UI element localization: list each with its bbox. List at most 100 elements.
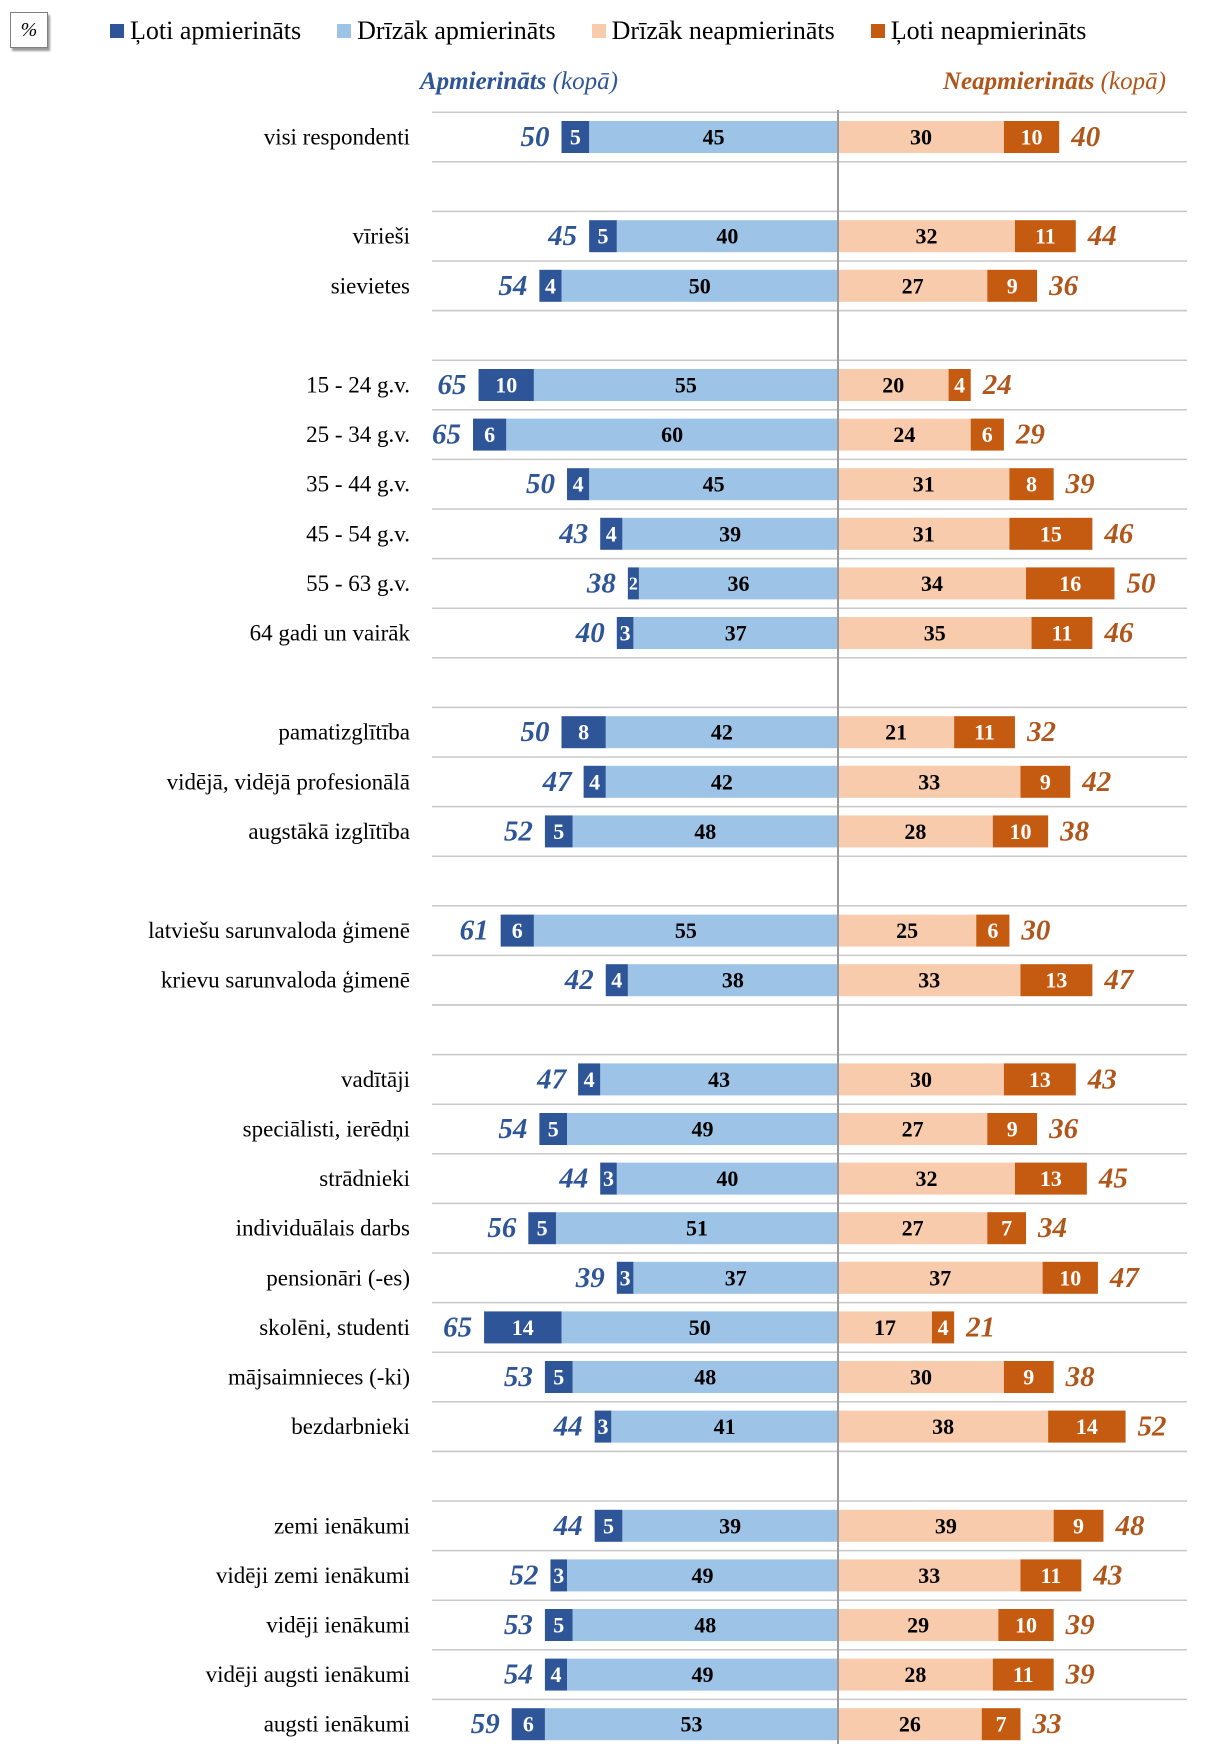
total-dissatisfied: 39 <box>1065 1659 1095 1691</box>
bar-very-dissatisfied <box>970 418 1004 451</box>
bar-rather-satisfied <box>616 220 838 253</box>
category-label: bezdarbnieki <box>291 1414 410 1439</box>
total-dissatisfied: 38 <box>1059 815 1090 847</box>
bar-rather-dissatisfied <box>838 765 1021 798</box>
value-rather-dissatisfied: 33 <box>918 1563 940 1588</box>
bar-very-dissatisfied <box>981 1708 1021 1741</box>
bar-rather-satisfied <box>605 716 838 749</box>
total-satisfied: 44 <box>558 1163 588 1195</box>
bar-very-dissatisfied <box>1031 617 1093 649</box>
value-very-satisfied: 14 <box>512 1315 534 1340</box>
bar-very-satisfied <box>544 1609 573 1641</box>
bar-rather-dissatisfied <box>838 617 1032 649</box>
bar-rather-dissatisfied <box>838 1063 1004 1096</box>
value-rather-dissatisfied: 33 <box>918 968 940 993</box>
bar-rather-dissatisfied <box>838 1311 933 1344</box>
value-rather-dissatisfied: 25 <box>896 918 918 943</box>
category-label: pensionāri (-es) <box>266 1265 410 1290</box>
value-rather-dissatisfied: 28 <box>904 819 926 844</box>
bar-rather-satisfied <box>567 1559 838 1592</box>
value-very-satisfied: 5 <box>553 819 564 844</box>
bar-rather-dissatisfied <box>838 220 1015 253</box>
value-rather-satisfied: 45 <box>703 472 725 497</box>
bar-very-dissatisfied <box>948 369 971 401</box>
value-very-dissatisfied: 7 <box>1001 1216 1012 1241</box>
bar-very-satisfied <box>616 1261 634 1294</box>
value-rather-dissatisfied: 26 <box>899 1712 921 1737</box>
legend-label: Ļoti neapmierināts <box>890 16 1087 45</box>
category-label: 55 - 63 g.v. <box>306 571 410 596</box>
value-very-satisfied: 5 <box>553 1365 564 1390</box>
bar-very-satisfied <box>594 1509 623 1542</box>
dissatisfied-header-main: Neapmierināts <box>943 68 1095 95</box>
total-satisfied: 43 <box>558 518 588 550</box>
bar-very-dissatisfied <box>1026 567 1115 600</box>
total-dissatisfied: 39 <box>1065 1609 1095 1641</box>
value-very-satisfied: 10 <box>495 373 517 398</box>
legend-label: Ļoti apmierināts <box>130 16 302 45</box>
value-rather-dissatisfied: 29 <box>907 1613 929 1638</box>
bar-rather-satisfied <box>567 1658 838 1691</box>
value-rather-dissatisfied: 34 <box>921 571 943 596</box>
bar-rather-dissatisfied <box>838 1212 988 1245</box>
category-label: zemi ienākumi <box>274 1513 410 1538</box>
value-very-satisfied: 4 <box>611 968 622 993</box>
value-very-dissatisfied: 10 <box>1021 125 1043 150</box>
bar-very-satisfied <box>616 617 634 649</box>
bar-rather-satisfied <box>533 914 838 947</box>
total-dissatisfied: 43 <box>1087 1063 1117 1095</box>
value-very-dissatisfied: 9 <box>1007 273 1018 298</box>
total-satisfied: 52 <box>509 1559 538 1591</box>
legend-swatch-rather-dissatisfied <box>591 24 606 38</box>
value-rather-satisfied: 49 <box>692 1117 714 1142</box>
value-rather-satisfied: 42 <box>711 769 733 794</box>
value-very-dissatisfied: 7 <box>996 1712 1007 1737</box>
value-very-dissatisfied: 4 <box>954 373 965 398</box>
bar-rather-dissatisfied <box>838 964 1021 997</box>
bar-very-dissatisfied <box>954 716 1015 749</box>
total-satisfied: 53 <box>504 1361 533 1393</box>
bar-very-dissatisfied <box>987 1212 1027 1245</box>
value-rather-satisfied: 55 <box>675 918 697 943</box>
bar-very-dissatisfied <box>1009 468 1054 501</box>
bar-rather-satisfied <box>506 418 838 451</box>
total-satisfied: 61 <box>460 915 489 947</box>
value-very-dissatisfied: 4 <box>938 1315 949 1340</box>
total-satisfied: 54 <box>498 1113 527 1145</box>
total-satisfied: 44 <box>553 1411 583 1443</box>
bar-rather-dissatisfied <box>838 1113 988 1145</box>
value-very-satisfied: 5 <box>548 1117 559 1142</box>
category-label: pamatizglītība <box>278 720 410 745</box>
bar-very-dissatisfied <box>976 914 1010 947</box>
value-rather-satisfied: 41 <box>714 1414 736 1439</box>
value-rather-dissatisfied: 31 <box>913 472 935 497</box>
value-very-dissatisfied: 10 <box>1015 1613 1037 1638</box>
value-rather-satisfied: 50 <box>689 273 711 298</box>
satisfied-header-main: Apmierināts <box>420 68 547 95</box>
value-very-satisfied: 5 <box>553 1613 564 1638</box>
bar-very-dissatisfied <box>1042 1261 1098 1294</box>
satisfied-total-header: Apmierināts (kopā) <box>420 68 618 96</box>
value-rather-satisfied: 48 <box>694 1365 716 1390</box>
value-very-dissatisfied: 11 <box>1052 621 1073 646</box>
value-very-satisfied: 6 <box>484 422 495 447</box>
category-label: strādnieki <box>319 1166 410 1191</box>
bar-rather-dissatisfied <box>838 815 993 848</box>
total-satisfied: 44 <box>553 1510 583 1542</box>
total-dissatisfied: 40 <box>1070 121 1100 153</box>
bar-very-satisfied <box>550 1559 568 1592</box>
value-very-satisfied: 3 <box>620 621 631 646</box>
value-rather-satisfied: 43 <box>708 1067 730 1092</box>
value-rather-dissatisfied: 27 <box>902 1117 924 1142</box>
value-rather-dissatisfied: 38 <box>932 1414 954 1439</box>
bar-very-satisfied <box>561 716 606 749</box>
total-satisfied: 47 <box>542 766 574 798</box>
value-rather-satisfied: 37 <box>725 1265 747 1290</box>
bar-rather-dissatisfied <box>838 1361 1004 1393</box>
total-dissatisfied: 52 <box>1138 1411 1167 1443</box>
value-very-satisfied: 4 <box>573 472 584 497</box>
bar-rather-dissatisfied <box>838 121 1004 153</box>
total-dissatisfied: 34 <box>1037 1212 1067 1244</box>
category-label: vidējā, vidējā profesionālā <box>167 769 410 794</box>
value-very-satisfied: 4 <box>589 769 600 794</box>
